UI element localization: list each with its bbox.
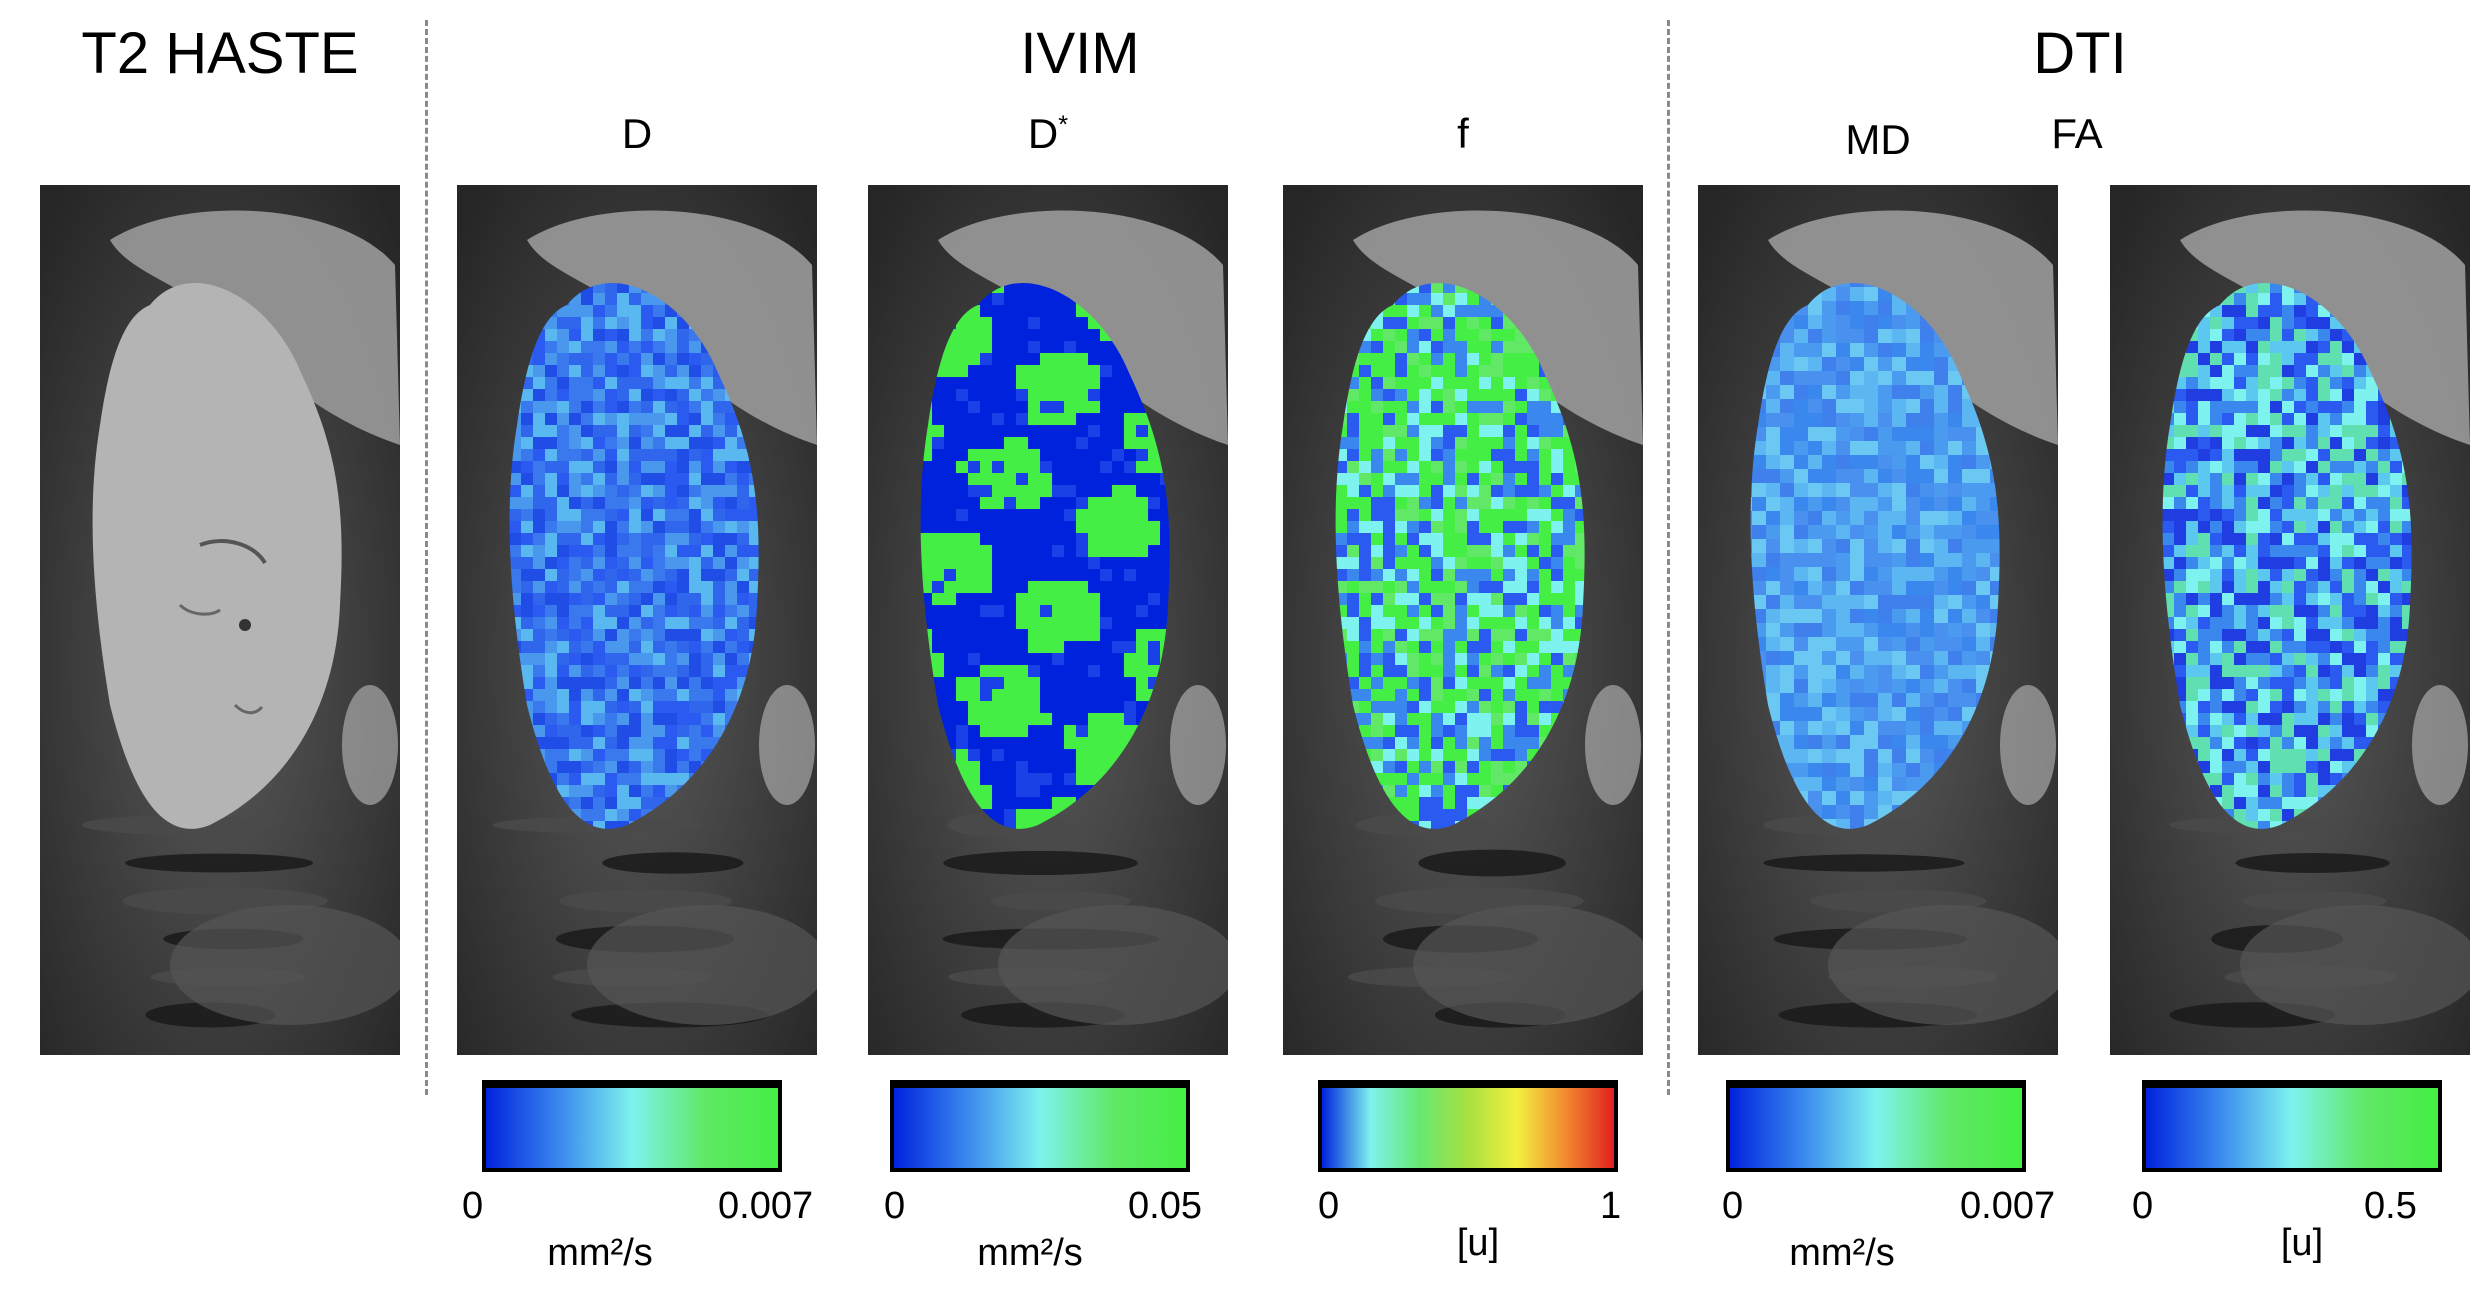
label-d: D (621, 110, 653, 157)
label-md: MD (1845, 116, 1911, 163)
label-dstar: D* (1027, 110, 1069, 157)
panel-md (1698, 185, 2058, 1055)
panel-fa (2110, 185, 2470, 1055)
title-dti: DTI (2033, 21, 2127, 86)
panel-dstar (868, 185, 1228, 1055)
title-t2-haste: T2 HASTE (81, 21, 359, 86)
colorbar-fa (2142, 1080, 2442, 1172)
divider-right (1667, 20, 1670, 1095)
unit-md: mm²/s (1789, 1232, 1895, 1274)
colorbar-dstar (890, 1080, 1190, 1172)
tick-fa-min: 0 (2132, 1185, 2154, 1227)
label-fa: FA (2051, 110, 2103, 157)
tick-md-max: 0.007 (1960, 1185, 2056, 1227)
unit-f: [u] (1456, 1222, 1500, 1264)
tick-f-min: 0 (1318, 1185, 1340, 1227)
tick-f-max: 1 (1600, 1185, 1622, 1227)
tick-dstar-max: 0.05 (1128, 1185, 1202, 1227)
panel-t2-haste (40, 185, 400, 1055)
tick-dstar-min: 0 (884, 1185, 906, 1227)
tick-md-min: 0 (1722, 1185, 1744, 1227)
label-f: f (1457, 110, 1469, 157)
tick-d-max: 0.007 (718, 1185, 814, 1227)
tick-d-min: 0 (462, 1185, 484, 1227)
panel-d (457, 185, 817, 1055)
divider-left (425, 20, 428, 1095)
unit-d: mm²/s (547, 1232, 653, 1274)
tick-fa-max: 0.5 (2364, 1185, 2417, 1227)
title-ivim: IVIM (1020, 21, 1140, 86)
panel-f (1283, 185, 1643, 1055)
unit-fa: [u] (2280, 1222, 2324, 1264)
colorbar-d (482, 1080, 782, 1172)
colorbar-md (1726, 1080, 2026, 1172)
unit-dstar: mm²/s (977, 1232, 1083, 1274)
colorbar-f (1318, 1080, 1618, 1172)
